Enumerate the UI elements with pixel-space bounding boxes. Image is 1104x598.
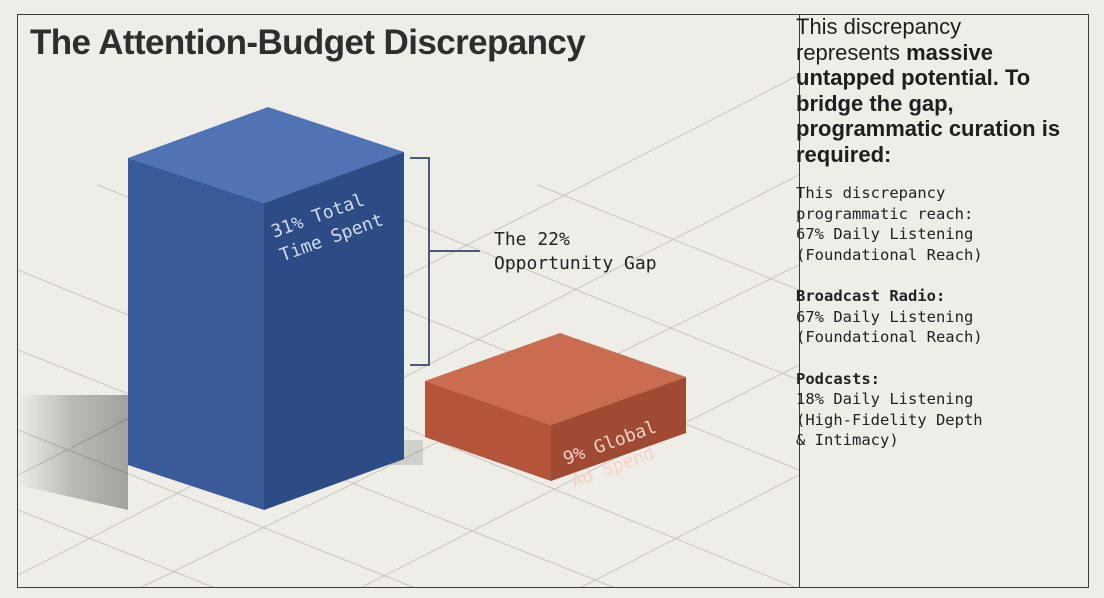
gap-label-line-1: The 22% — [494, 229, 570, 250]
info-line: (Foundational Reach) — [796, 245, 983, 264]
orange-bar-side — [551, 377, 686, 481]
info-line: 18% Daily Listening — [796, 390, 974, 408]
gap-label: The 22% Opportunity Gap — [494, 229, 657, 274]
info-block-podcasts: Podcasts: 18% Daily Listening (High-Fide… — [796, 369, 1064, 451]
info-line: 67% Daily Listening — [796, 225, 974, 243]
bar-diagram: 31% Total Time Spent 9% Global Ad Spend … — [18, 74, 799, 587]
blue-bar-side — [264, 152, 404, 510]
intro-bold: massive untapped potential. To bridge th… — [796, 39, 1061, 167]
blue-bar-shadow — [18, 395, 128, 510]
info-line: (Foundational Reach) — [796, 328, 983, 346]
orange-bar-front — [425, 381, 551, 481]
info-line: 67% Daily Listening — [796, 307, 974, 326]
info-line: (High-Fidelity Depth — [796, 410, 983, 429]
sidebar: This discrepancy represents massive unta… — [796, 14, 1064, 472]
blue-bar — [128, 107, 404, 510]
column-divider — [799, 15, 800, 587]
infographic-frame: 31% Total Time Spent 9% Global Ad Spend … — [17, 14, 1089, 588]
blue-bar-front — [128, 158, 264, 510]
sidebar-intro: This discrepancy represents massive unta… — [796, 14, 1064, 167]
page-title: The Attention-Budget Discrepancy — [30, 23, 586, 62]
info-line: This discrepancy — [796, 184, 946, 202]
gap-label-line-2: Opportunity Gap — [494, 253, 657, 274]
blue-bar-top — [128, 107, 404, 203]
gap-bracket — [410, 157, 480, 366]
info-heading: Podcasts: — [796, 369, 880, 388]
info-line: & Intimacy) — [796, 431, 899, 449]
orange-bar — [425, 333, 686, 481]
info-line: programmatic reach: — [796, 204, 974, 223]
info-heading: Broadcast Radio: — [796, 287, 946, 305]
info-block-reach: This discrepancy programmatic reach: 67%… — [796, 183, 1064, 265]
orange-bar-top — [425, 333, 686, 425]
info-block-broadcast-radio: Broadcast Radio: 67% Daily Listening (Fo… — [796, 286, 1064, 348]
intro-plain: This discrepancy represents — [796, 14, 962, 65]
